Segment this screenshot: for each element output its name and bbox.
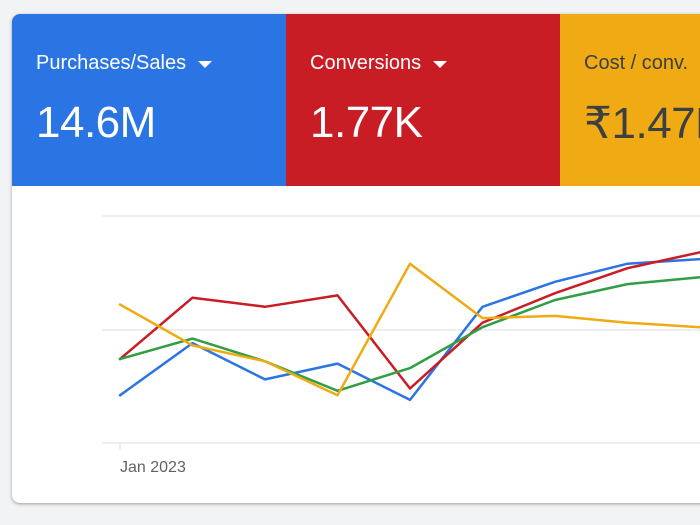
performance-summary-card: Purchases/Sales 14.6M Conversions 1.77K …: [12, 14, 700, 503]
line-chart-svg: Jan 2023: [102, 215, 700, 476]
series-line: [118, 276, 700, 393]
metric-value: 1.77K: [310, 98, 423, 147]
metric-tile-cost-per-conversion[interactable]: Cost / conv. ₹1.47K: [560, 14, 700, 186]
metric-name: Purchases/Sales: [36, 52, 187, 74]
series-line: [118, 250, 700, 390]
metric-tile-label: Purchases/Sales: [36, 52, 213, 75]
dropdown-caret-icon[interactable]: [433, 61, 448, 68]
metric-value: 14.6M: [36, 98, 156, 147]
line-chart: Jan 2023: [12, 186, 700, 503]
series-line: [118, 257, 700, 402]
metric-tile-purchases-sales[interactable]: Purchases/Sales 14.6M: [12, 14, 286, 186]
series-line: [118, 262, 700, 397]
metric-tile-label: Conversions: [310, 52, 448, 75]
metric-tile-conversions[interactable]: Conversions 1.77K: [286, 14, 560, 186]
metric-value: ₹1.47K: [584, 99, 700, 148]
x-axis-tick-label: Jan 2023: [120, 459, 186, 476]
metric-tiles: Purchases/Sales 14.6M Conversions 1.77K …: [12, 14, 700, 186]
metric-tile-label: Cost / conv.: [584, 52, 688, 75]
metric-name: Conversions: [310, 52, 422, 74]
metric-name: Cost / conv.: [584, 52, 689, 74]
dropdown-caret-icon[interactable]: [198, 61, 213, 68]
